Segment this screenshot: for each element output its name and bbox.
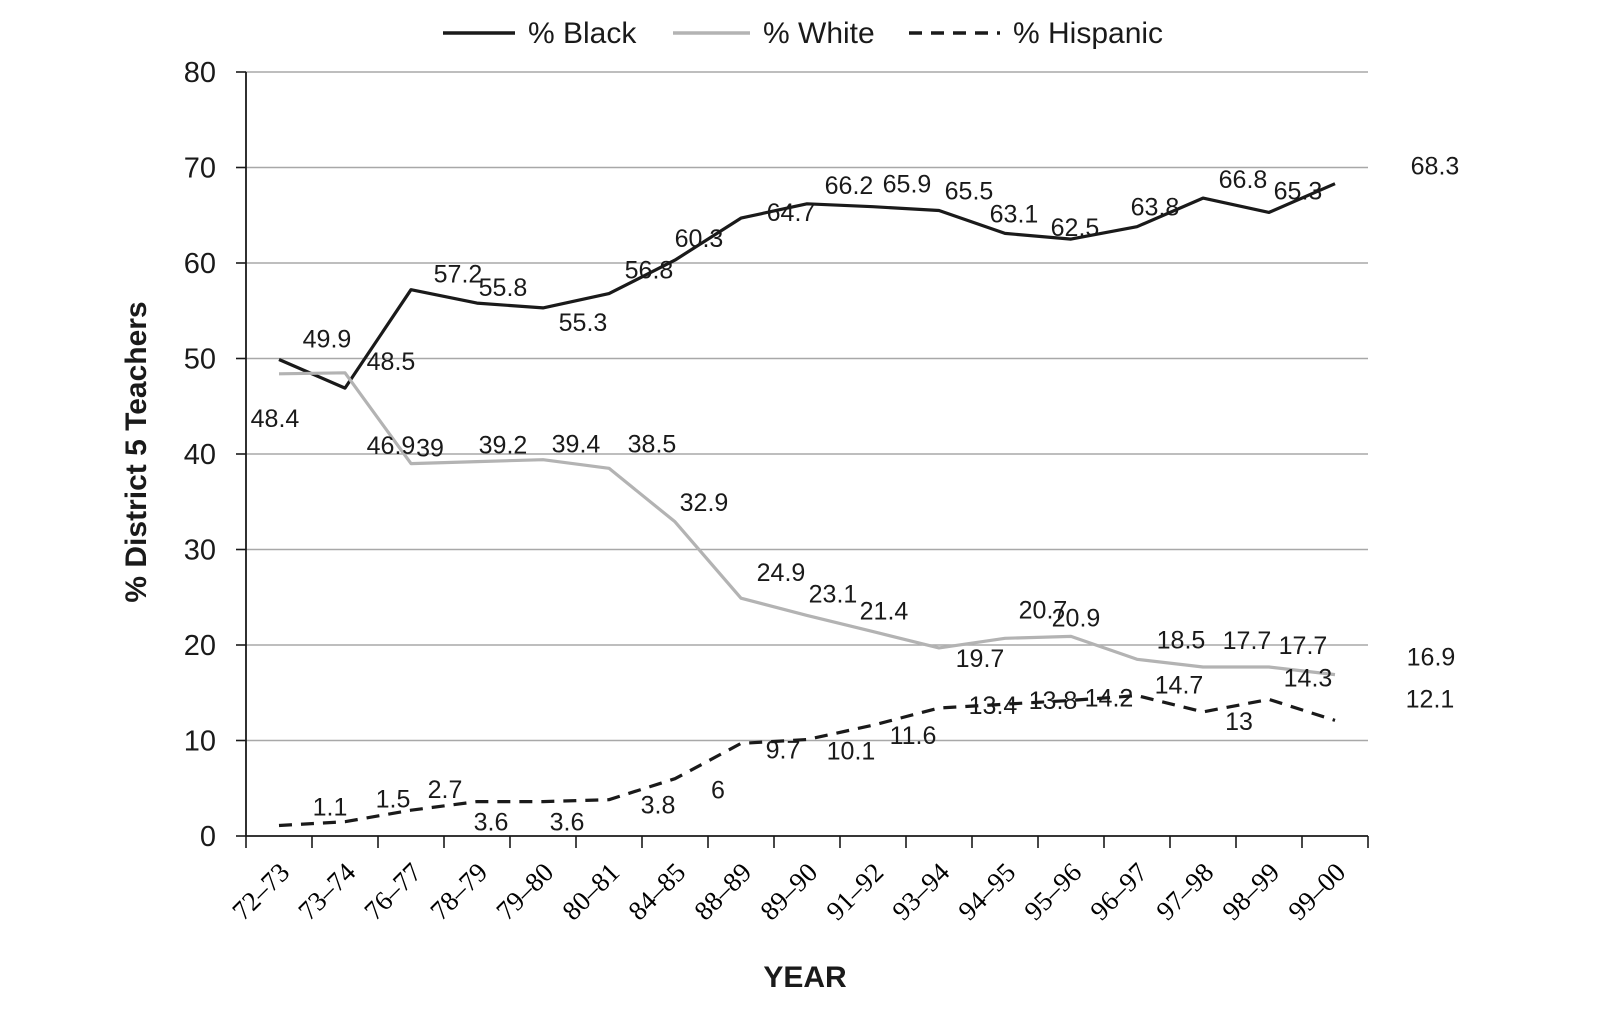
data-label-white: 23.1 bbox=[809, 580, 858, 608]
x-axis-ticks: 72–7373–7476–7778–7979–8080–8184–8588–89… bbox=[226, 836, 1369, 926]
data-label-white: 17.7 bbox=[1223, 627, 1272, 655]
x-tick-label: 91–92 bbox=[820, 857, 889, 926]
legend: % Black % White % Hispanic bbox=[443, 17, 1163, 50]
x-tick-label: 78–79 bbox=[424, 857, 493, 926]
x-tick-label: 98–99 bbox=[1216, 857, 1285, 926]
data-label-black: 68.3 bbox=[1411, 153, 1460, 181]
y-tick-label: 80 bbox=[184, 57, 216, 89]
gridlines bbox=[246, 71, 1368, 742]
data-label-hispanic: 10.1 bbox=[827, 738, 876, 766]
x-tick-label: 72–73 bbox=[226, 857, 295, 926]
data-label-hispanic: 14.7 bbox=[1155, 672, 1204, 700]
x-tick-label: 88–89 bbox=[688, 857, 757, 926]
data-label-black: 46.9 bbox=[367, 432, 416, 460]
x-tick-label: 84–85 bbox=[622, 857, 691, 926]
x-axis-title: YEAR bbox=[763, 961, 847, 994]
x-tick-label: 80–81 bbox=[556, 857, 625, 926]
y-axis-title: % District 5 Teachers bbox=[120, 301, 153, 602]
data-label-white: 48.5 bbox=[367, 348, 416, 376]
data-label-black: 65.9 bbox=[883, 171, 932, 199]
x-tick-label: 93–94 bbox=[886, 857, 955, 926]
series-line-black bbox=[278, 182, 1336, 390]
data-label-black: 64.7 bbox=[767, 199, 816, 227]
data-label-white: 18.5 bbox=[1157, 626, 1206, 654]
data-label-black: 49.9 bbox=[303, 325, 352, 353]
series-line-hispanic bbox=[278, 693, 1336, 828]
data-label-hispanic: 3.6 bbox=[550, 809, 585, 837]
series-line-white bbox=[278, 371, 1336, 677]
data-label-hispanic: 9.7 bbox=[766, 736, 801, 764]
data-label-hispanic: 13.8 bbox=[1029, 687, 1078, 715]
x-tick-label: 89–90 bbox=[754, 857, 823, 926]
data-label-white: 24.9 bbox=[757, 559, 806, 587]
legend-label-hispanic: % Hispanic bbox=[1013, 17, 1163, 50]
x-tick-label: 76–77 bbox=[358, 857, 427, 926]
x-tick-label: 95–96 bbox=[1018, 857, 1087, 926]
series-lines bbox=[278, 182, 1336, 828]
data-label-black: 57.2 bbox=[434, 261, 483, 289]
data-label-hispanic: 2.7 bbox=[428, 776, 463, 804]
data-label-white: 39.2 bbox=[479, 432, 528, 460]
data-label-white: 16.9 bbox=[1407, 644, 1456, 672]
x-tick-label: 73–74 bbox=[292, 857, 361, 926]
data-label-white: 20.7 bbox=[1019, 596, 1068, 624]
data-labels: 49.9 46.9 57.255.8 55.3 56.860.3 64.7 66.2 65.9… bbox=[251, 153, 1460, 837]
data-label-black: 62.5 bbox=[1051, 214, 1100, 242]
data-label-hispanic: 14.3 bbox=[1284, 664, 1333, 692]
x-tick-label: 96–97 bbox=[1084, 857, 1153, 926]
data-label-hispanic: 12.1 bbox=[1406, 685, 1455, 713]
y-tick-label: 40 bbox=[184, 439, 216, 471]
data-label-white: 17.7 bbox=[1279, 632, 1328, 660]
data-label-black: 60.3 bbox=[675, 225, 724, 253]
data-label-white: 32.9 bbox=[680, 489, 729, 517]
data-label-hispanic: 13 bbox=[1225, 708, 1253, 736]
data-label-black: 56.8 bbox=[625, 257, 674, 285]
data-label-black: 65.5 bbox=[945, 177, 994, 205]
y-tick-label: 0 bbox=[200, 821, 216, 853]
data-label-hispanic: 11.6 bbox=[890, 722, 937, 750]
x-tick-label: 97–98 bbox=[1150, 857, 1219, 926]
data-label-black: 55.3 bbox=[559, 309, 608, 337]
data-label-black: 63.1 bbox=[990, 200, 1039, 228]
y-tick-label: 50 bbox=[184, 344, 216, 376]
data-label-white: 48.4 bbox=[251, 405, 300, 433]
data-label-black: 66.2 bbox=[825, 172, 874, 200]
data-label-hispanic: 3.8 bbox=[641, 792, 676, 820]
data-label-white: 20.9 bbox=[1052, 604, 1101, 632]
data-label-white: 39.4 bbox=[552, 431, 601, 459]
data-label-hispanic: 1.1 bbox=[313, 793, 348, 821]
data-label-hispanic: 1.5 bbox=[376, 786, 411, 814]
x-tick-label: 99–00 bbox=[1282, 857, 1351, 926]
data-label-black: 65.3 bbox=[1274, 177, 1323, 205]
legend-label-black: % Black bbox=[528, 17, 637, 50]
y-tick-label: 30 bbox=[184, 535, 216, 567]
data-label-white: 39 bbox=[416, 435, 444, 463]
data-label-white: 38.5 bbox=[628, 430, 677, 458]
data-label-hispanic: 3.6 bbox=[474, 809, 509, 837]
y-tick-label: 20 bbox=[184, 630, 216, 662]
data-label-hispanic: 6 bbox=[711, 777, 725, 805]
data-label-white: 21.4 bbox=[860, 598, 909, 626]
y-axis-ticks: 0 10 20 30 40 50 60 70 80 bbox=[184, 57, 246, 853]
data-label-white: 19.7 bbox=[956, 645, 1005, 673]
legend-label-white: % White bbox=[763, 17, 875, 50]
data-label-black: 55.8 bbox=[479, 274, 528, 302]
data-label-hispanic: 13.4 bbox=[969, 692, 1018, 720]
x-tick-label: 79–80 bbox=[490, 857, 559, 926]
x-tick-label: 94–95 bbox=[952, 857, 1021, 926]
y-tick-label: 70 bbox=[184, 153, 216, 185]
data-label-black: 66.8 bbox=[1219, 166, 1268, 194]
y-tick-label: 10 bbox=[184, 726, 216, 758]
data-label-black: 63.8 bbox=[1131, 194, 1180, 222]
data-label-hispanic: 14.2 bbox=[1085, 684, 1134, 712]
y-tick-label: 60 bbox=[184, 248, 216, 280]
